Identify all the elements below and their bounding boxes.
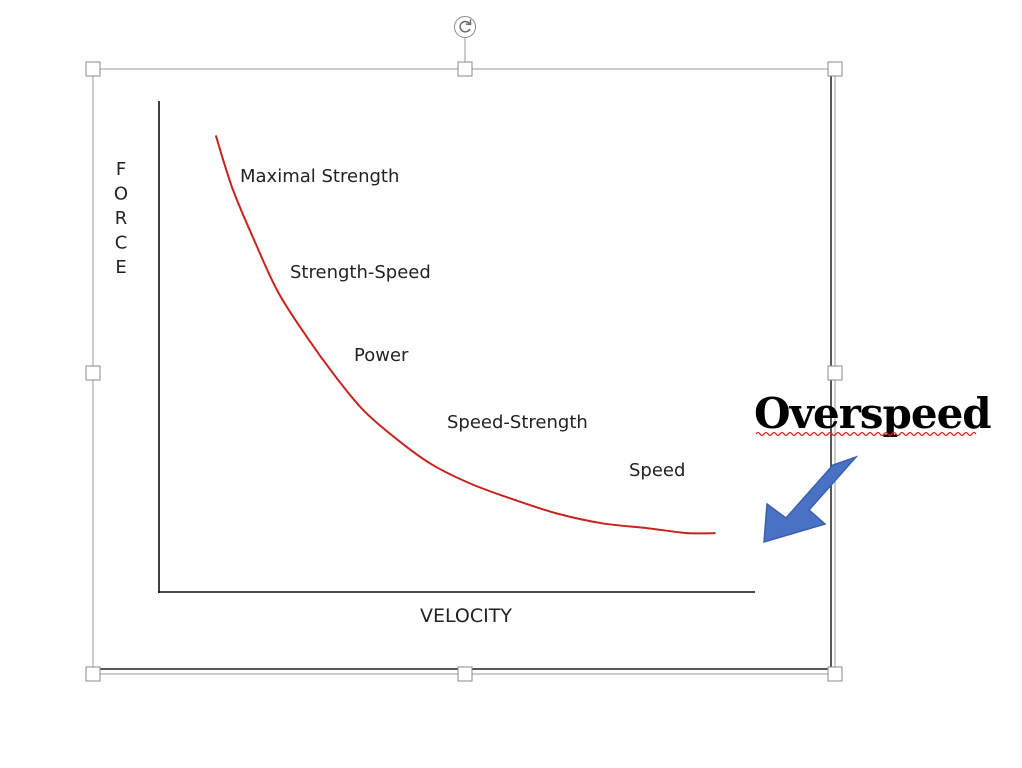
label-maximal-strength: Maximal Strength <box>240 166 399 187</box>
spellcheck-underline <box>755 431 977 437</box>
label-speed-strength: Speed-Strength <box>447 412 588 433</box>
resize-handle-bottom-right[interactable] <box>827 666 843 682</box>
label-strength-speed: Strength-Speed <box>290 262 431 283</box>
y-axis-label-letter: C <box>115 233 128 254</box>
blue-arrow-shape[interactable] <box>763 455 859 544</box>
image-selection-frame[interactable] <box>92 68 836 675</box>
resize-handle-bottom-left[interactable] <box>85 666 101 682</box>
y-axis-label-letter: E <box>115 257 126 278</box>
y-axis-label-letter: F <box>116 159 126 180</box>
resize-handle-top-center[interactable] <box>457 61 473 77</box>
label-speed: Speed <box>629 460 685 481</box>
y-axis-label-letter: O <box>114 184 128 205</box>
force-velocity-curve <box>214 135 716 535</box>
resize-handle-bottom-center[interactable] <box>457 666 473 682</box>
resize-handle-top-right[interactable] <box>827 61 843 77</box>
resize-handle-top-left[interactable] <box>85 61 101 77</box>
resize-handle-middle-left[interactable] <box>85 365 101 381</box>
resize-handle-middle-right[interactable] <box>827 365 843 381</box>
label-power: Power <box>354 345 409 366</box>
selection-border <box>92 68 836 675</box>
rotate-icon[interactable] <box>454 16 476 38</box>
y-axis-label-letter: R <box>115 208 128 229</box>
overspeed-callout-text[interactable]: Overspeed <box>754 389 992 438</box>
x-axis-label: VELOCITY <box>420 605 512 627</box>
